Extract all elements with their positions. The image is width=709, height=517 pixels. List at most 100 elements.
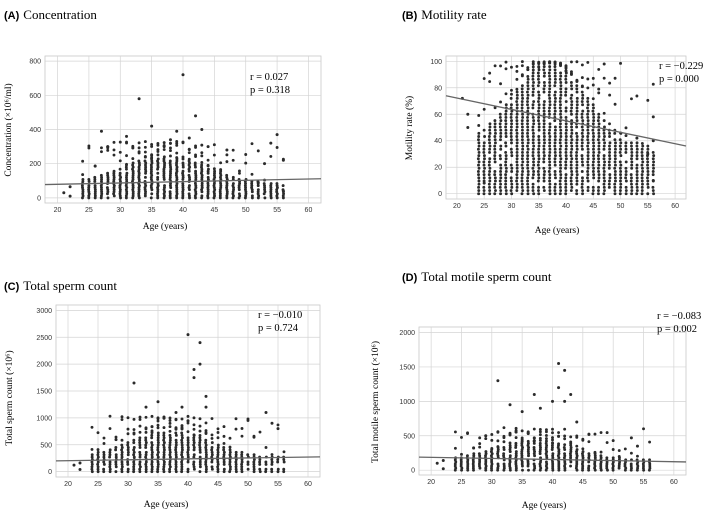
- point-a-22: [87, 146, 91, 150]
- point-c-84: [132, 467, 136, 471]
- point-a-172: [144, 167, 147, 171]
- point-b-841: [613, 138, 617, 142]
- point-d-305: [581, 466, 585, 470]
- point-d-286: [569, 435, 573, 439]
- point-a-525: [281, 196, 285, 200]
- point-b-785: [602, 176, 606, 180]
- point-b-476: [553, 131, 557, 135]
- point-b-702: [586, 147, 590, 151]
- point-b-178: [515, 179, 519, 183]
- point-b-186: [515, 154, 519, 158]
- point-b-368: [537, 68, 541, 72]
- point-b-64: [488, 71, 492, 75]
- point-d-64: [490, 466, 493, 470]
- point-b-713: [586, 112, 590, 116]
- point-b-233: [520, 122, 524, 126]
- point-c-426: [258, 467, 262, 471]
- point-b-626: [575, 173, 579, 177]
- point-b-596: [569, 150, 573, 154]
- point-c-371: [222, 441, 226, 445]
- point-c-453: [282, 460, 286, 464]
- point-c-155: [156, 470, 160, 474]
- point-b-552: [564, 166, 568, 170]
- point-d-357: [605, 441, 609, 444]
- point-b-761: [597, 160, 601, 164]
- point-a-139: [137, 194, 141, 198]
- point-a-415: [218, 196, 222, 200]
- point-b-631: [575, 157, 578, 161]
- point-b-549: [564, 179, 568, 183]
- point-b-197: [515, 119, 519, 123]
- point-c-268: [186, 453, 190, 457]
- point-c-446: [276, 467, 280, 471]
- point-b-392: [542, 125, 546, 129]
- point-b-508: [558, 170, 562, 173]
- point-c-297: [192, 423, 196, 427]
- point-b-774: [596, 119, 600, 123]
- point-c-318: [204, 462, 208, 466]
- point-b-528: [558, 106, 562, 110]
- point-d-364: [611, 456, 615, 460]
- panel-total-sperm-count: (C) Total sperm count 20 25 30 35 40 45 50 55 60 …: [4, 278, 321, 510]
- point-c-126: [144, 445, 148, 449]
- point-b-509: [559, 166, 563, 170]
- x-tick-c-20: 20: [64, 481, 72, 488]
- outlier-a-543: [187, 136, 191, 140]
- point-b-170: [509, 103, 513, 107]
- point-c-48: [114, 453, 118, 457]
- point-a-353: [194, 169, 198, 173]
- point-b-516: [559, 144, 563, 148]
- point-a-378: [200, 161, 204, 164]
- point-d-188: [532, 436, 536, 440]
- point-b-638: [575, 135, 579, 138]
- panel-title-text-b: Motility rate: [421, 7, 487, 22]
- point-c-271: [186, 445, 190, 449]
- point-a-305: [181, 184, 185, 188]
- point-b-745: [592, 112, 595, 116]
- point-a-58: [106, 173, 110, 177]
- point-d-17: [460, 452, 463, 456]
- point-a-157: [137, 146, 141, 150]
- outlier-a-550: [269, 141, 273, 145]
- point-b-242: [520, 93, 524, 97]
- point-b-954: [652, 166, 655, 170]
- point-a-430: [219, 161, 223, 165]
- point-c-357: [216, 443, 220, 447]
- outlier-c-472: [264, 411, 268, 414]
- point-c-358: [216, 431, 220, 434]
- point-a-467: [238, 169, 241, 173]
- point-b-223: [521, 154, 524, 158]
- point-b-28: [482, 170, 486, 173]
- point-d-101: [502, 440, 506, 444]
- point-c-188: [162, 443, 166, 447]
- point-b-829: [613, 176, 617, 180]
- point-b-208: [515, 69, 519, 73]
- point-a-355: [193, 163, 197, 167]
- point-b-526: [559, 112, 562, 116]
- point-c-105: [138, 455, 142, 459]
- outlier-b-965: [646, 152, 650, 156]
- point-b-112: [498, 112, 502, 116]
- point-a-314: [181, 161, 185, 165]
- point-b-111: [498, 115, 502, 119]
- point-b-421: [547, 170, 551, 173]
- panel-motility-rate: (B) Motility rate 20 25 30 35 40 45 50 55 60 0204…: [402, 7, 703, 236]
- point-b-288: [526, 66, 530, 70]
- point-d-356: [605, 431, 609, 435]
- point-c-40: [108, 427, 112, 430]
- point-a-362: [200, 194, 204, 198]
- point-b-356: [537, 109, 540, 113]
- point-c-74: [126, 453, 130, 457]
- point-b-553: [564, 163, 568, 167]
- point-a-245: [162, 155, 166, 159]
- point-b-155: [510, 154, 514, 158]
- point-b-360: [537, 96, 541, 100]
- x-tick-a-35: 35: [148, 207, 156, 214]
- point-a-240: [162, 165, 166, 169]
- point-c-193: [162, 431, 166, 435]
- point-c-11: [96, 467, 100, 471]
- point-c-53: [114, 438, 118, 441]
- point-a-23: [93, 196, 97, 200]
- point-b-794: [602, 144, 606, 148]
